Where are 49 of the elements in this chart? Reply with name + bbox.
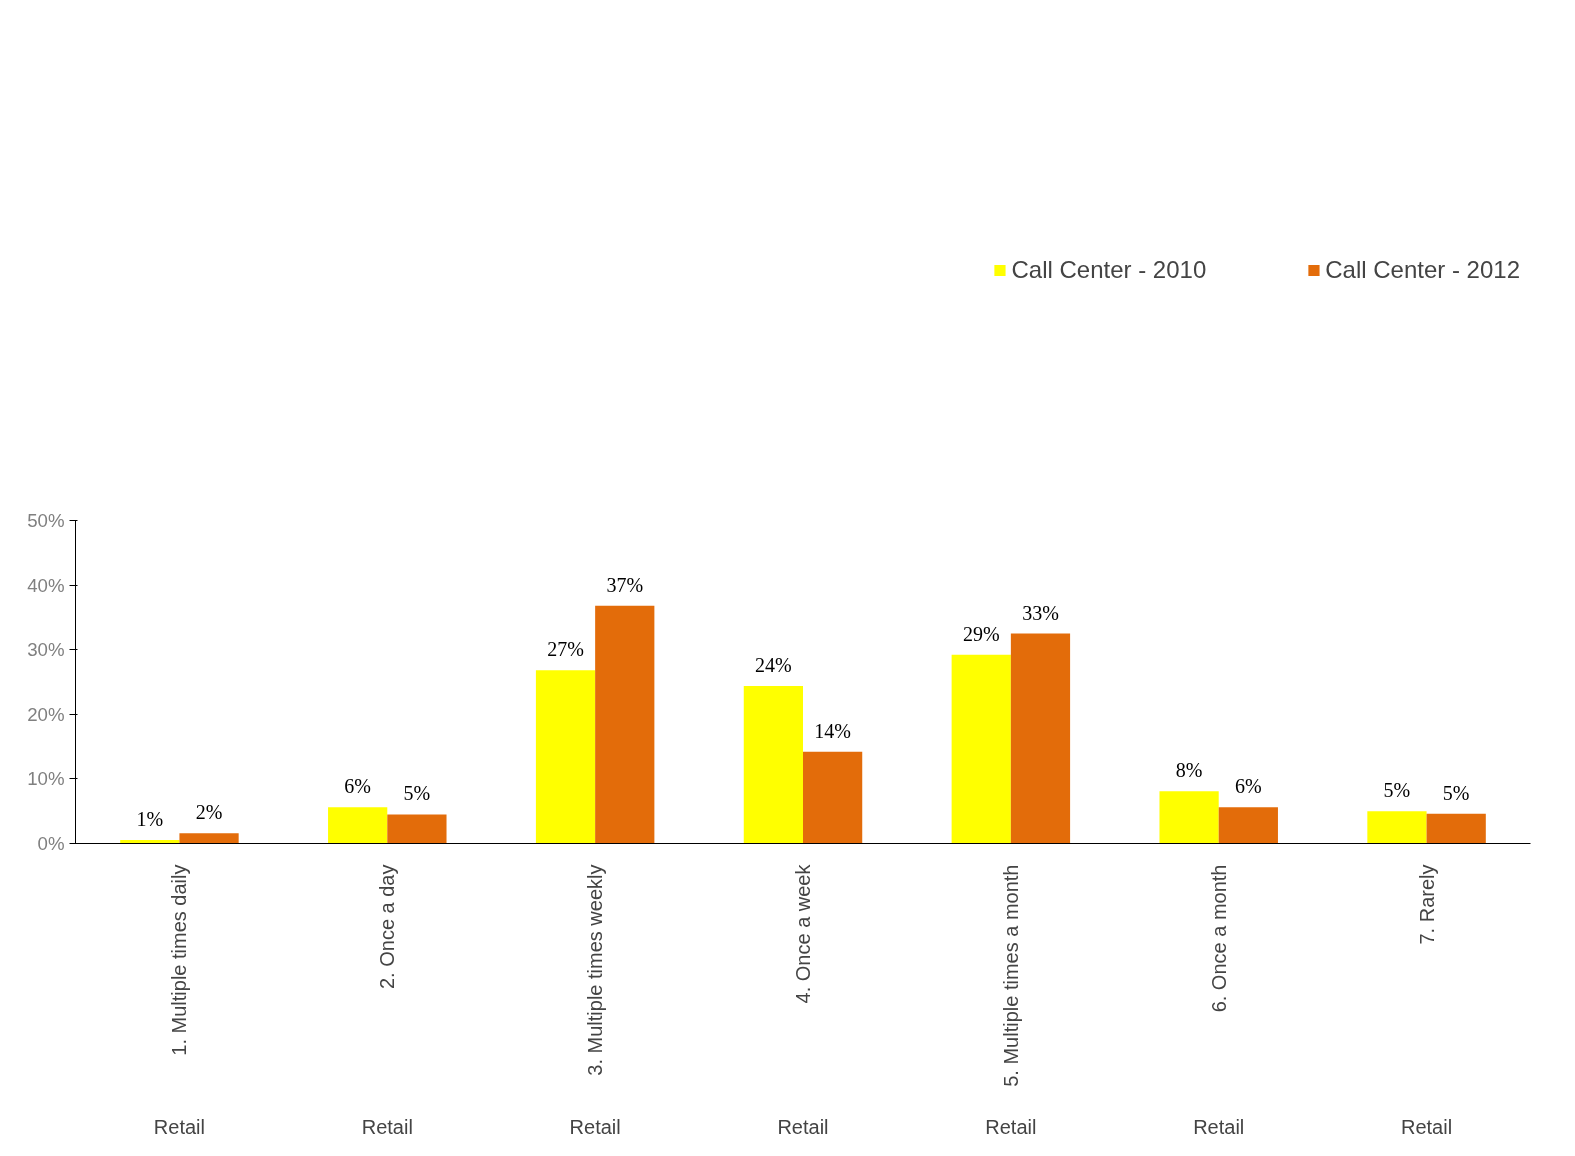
bar [1367, 811, 1427, 844]
legend-label: Call Center - 2012 [1325, 256, 1520, 284]
data-label: 6% [1235, 775, 1262, 798]
y-tick-label: 20% [27, 703, 65, 725]
x-tick-label: 2. Once a day [376, 864, 399, 990]
y-tick-label: 50% [27, 510, 65, 531]
y-tick-label: 40% [27, 574, 65, 596]
data-label: 29% [962, 622, 1000, 645]
data-label: 5% [1383, 779, 1411, 802]
bar [1218, 807, 1278, 844]
text: Retail [1401, 1115, 1453, 1138]
data-label: 27% [547, 638, 584, 661]
bar [535, 670, 596, 844]
text: Retail [569, 1115, 621, 1138]
text: Retail [153, 1115, 205, 1138]
bar [1159, 791, 1219, 844]
bar [328, 807, 388, 844]
data-label: 14% [814, 719, 851, 742]
bar [743, 685, 803, 844]
x-tick-label: 4. Once a week [792, 863, 814, 1004]
x-tick-label: 6. Once a month [1207, 864, 1230, 1013]
bar [595, 605, 655, 844]
text: Retail [1193, 1115, 1245, 1138]
bar [951, 654, 1011, 844]
text: Retail [777, 1115, 829, 1138]
data-label: 5% [1442, 781, 1470, 804]
x-tick-label: 1. Multiple times daily [168, 864, 191, 1056]
bar [179, 833, 239, 844]
data-label: 8% [1175, 759, 1203, 782]
y-tick-label: 10% [27, 768, 65, 790]
data-label: 6% [344, 775, 372, 798]
x-tick-label: 3. Multiple times weekly [584, 864, 607, 1076]
data-label: 37% [606, 573, 644, 596]
bar [1010, 633, 1071, 844]
data-label: 24% [755, 653, 792, 676]
x-tick-label: 5. Multiple times a month [999, 864, 1022, 1087]
y-tick-label: 30% [27, 639, 65, 661]
text: Retail [361, 1115, 413, 1138]
data-label: 5% [403, 782, 431, 805]
data-label: 33% [1022, 601, 1059, 624]
bar [1426, 813, 1486, 844]
text: Retail [985, 1115, 1037, 1138]
y-tick-label: 0% [37, 833, 65, 854]
data-label: 1% [136, 807, 164, 830]
legend-label: Call Center - 2010 [1011, 256, 1207, 284]
bar [803, 751, 863, 844]
bar [387, 814, 447, 844]
x-tick-label: 7. Rarely [1415, 864, 1438, 945]
data-label: 2% [195, 801, 223, 824]
